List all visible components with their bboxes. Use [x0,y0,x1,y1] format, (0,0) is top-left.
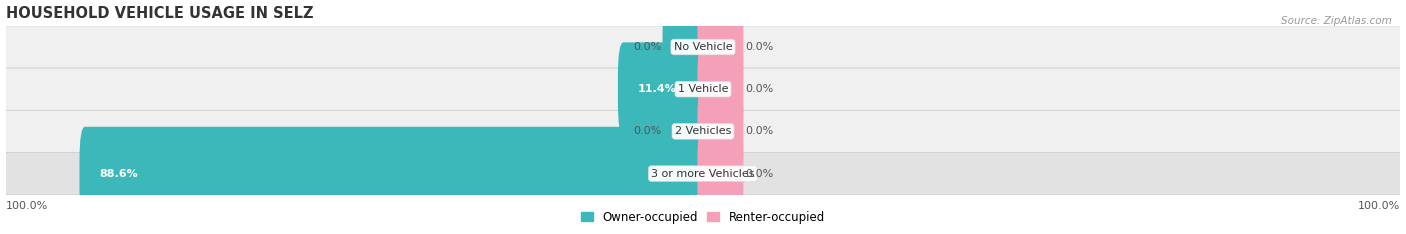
FancyBboxPatch shape [80,127,709,220]
Text: 100.0%: 100.0% [6,201,48,211]
FancyBboxPatch shape [697,0,744,94]
Text: 88.6%: 88.6% [98,169,138,179]
FancyBboxPatch shape [697,127,744,220]
Text: 0.0%: 0.0% [745,42,773,52]
Text: HOUSEHOLD VEHICLE USAGE IN SELZ: HOUSEHOLD VEHICLE USAGE IN SELZ [6,6,314,21]
FancyBboxPatch shape [6,110,1400,153]
Text: No Vehicle: No Vehicle [673,42,733,52]
Text: 0.0%: 0.0% [745,84,773,94]
Text: 1 Vehicle: 1 Vehicle [678,84,728,94]
Text: 0.0%: 0.0% [745,169,773,179]
Text: 2 Vehicles: 2 Vehicles [675,126,731,136]
FancyBboxPatch shape [6,68,1400,110]
Text: 100.0%: 100.0% [1358,201,1400,211]
FancyBboxPatch shape [617,42,709,136]
FancyBboxPatch shape [662,0,709,94]
FancyBboxPatch shape [697,84,744,178]
FancyBboxPatch shape [662,84,709,178]
Legend: Owner-occupied, Renter-occupied: Owner-occupied, Renter-occupied [579,208,827,226]
Text: 3 or more Vehicles: 3 or more Vehicles [651,169,755,179]
FancyBboxPatch shape [6,153,1400,195]
FancyBboxPatch shape [697,42,744,136]
Text: 0.0%: 0.0% [633,126,661,136]
Text: 11.4%: 11.4% [637,84,676,94]
Text: Source: ZipAtlas.com: Source: ZipAtlas.com [1281,16,1392,26]
FancyBboxPatch shape [6,26,1400,68]
Text: 0.0%: 0.0% [745,126,773,136]
Text: 0.0%: 0.0% [633,42,661,52]
